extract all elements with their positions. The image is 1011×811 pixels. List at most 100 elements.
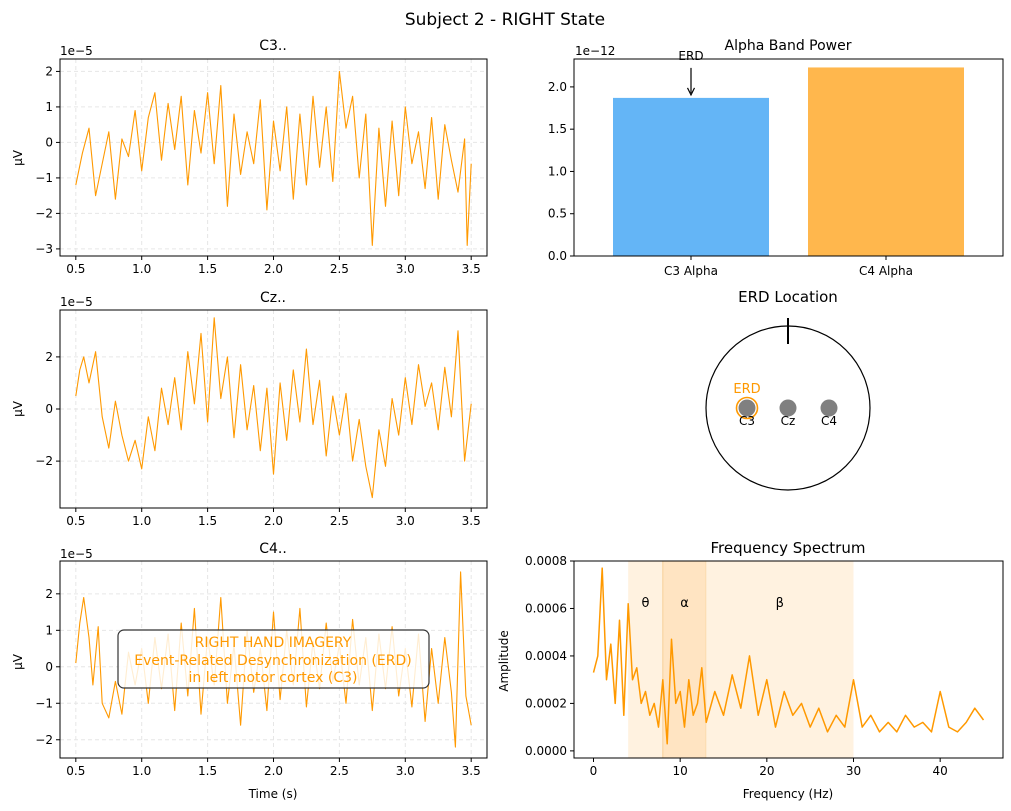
figure-title: Subject 2 - RIGHT State bbox=[405, 10, 605, 30]
spectrum-x-tick-label: 0 bbox=[590, 764, 598, 778]
alpha-offset-text: 1e−12 bbox=[575, 44, 615, 58]
c3-x-tick-label: 3.0 bbox=[396, 262, 415, 276]
c3-y-tick-label: 2 bbox=[45, 64, 53, 78]
cz-x-tick-label: 3.0 bbox=[396, 514, 415, 528]
electrode-cz bbox=[779, 399, 797, 417]
spectrum-x-axis-label: Frequency (Hz) bbox=[743, 787, 834, 801]
cz-offset-text: 1e−5 bbox=[60, 295, 93, 309]
alpha-bar-c4 bbox=[808, 67, 964, 257]
c3-plot-title: C3.. bbox=[259, 38, 287, 54]
spectrum-y-tick-label: 0.0008 bbox=[525, 554, 567, 568]
erd-location-head-map: ERD Location ERD C3 Cz C4 bbox=[705, 288, 871, 491]
c4-plot-title: C4.. bbox=[259, 541, 287, 557]
erd-location-title: ERD Location bbox=[738, 288, 838, 306]
c4-x-tick-label: 3.5 bbox=[462, 764, 481, 778]
frequency-spectrum-plot: Frequency Spectrum Frequency (Hz) Amplit… bbox=[497, 539, 1004, 801]
alpha-y-tick-label: 1.5 bbox=[548, 122, 567, 136]
c3-plot-area: 0.5 1.0 1.5 2.0 2.5 3.0 3.5 −3 −2 −1 0 1 2 bbox=[35, 58, 488, 276]
cz-y-tick-label: −2 bbox=[35, 454, 53, 468]
band-region-1 bbox=[662, 560, 707, 759]
alpha-axes-frame bbox=[573, 58, 1004, 257]
c3-x-tick-label: 3.5 bbox=[462, 262, 481, 276]
spectrum-line bbox=[592, 567, 985, 745]
electrode-label-c4: C4 bbox=[821, 414, 837, 428]
electrode-c4 bbox=[820, 399, 838, 417]
c4-axes-frame bbox=[59, 560, 488, 759]
band-label-2: β bbox=[776, 596, 784, 611]
erd-annotation-label: ERD bbox=[678, 49, 703, 63]
head-outline bbox=[705, 318, 871, 491]
c3-y-tick-label: −3 bbox=[35, 242, 53, 256]
c3-offset-text: 1e−5 bbox=[60, 44, 93, 58]
annotation-line-2: Event-Related Desynchronization (ERD) bbox=[134, 653, 411, 669]
cz-axes-frame bbox=[59, 309, 488, 509]
c3-y-tick-label: −1 bbox=[35, 171, 53, 185]
c4-x-tick-label: 2.5 bbox=[330, 764, 349, 778]
c4-y-tick-label: −1 bbox=[35, 696, 53, 710]
alpha-category-label: C3 Alpha bbox=[664, 264, 718, 278]
c4-y-tick-label: 0 bbox=[45, 660, 53, 674]
cz-x-tick-label: 3.5 bbox=[462, 514, 481, 528]
band-region-2 bbox=[706, 561, 854, 758]
c3-axes-frame bbox=[59, 58, 488, 257]
c3-signal-line bbox=[75, 70, 472, 246]
cz-x-tick-label: 1.0 bbox=[132, 514, 151, 528]
alpha-chart-title: Alpha Band Power bbox=[725, 38, 852, 54]
c4-x-tick-label: 0.5 bbox=[66, 764, 85, 778]
c3-x-tick-label: 2.0 bbox=[264, 262, 283, 276]
annotation-line-3: in left motor cortex (C3) bbox=[188, 670, 357, 686]
c3-x-tick-label: 2.5 bbox=[330, 262, 349, 276]
band-label-0: θ bbox=[642, 596, 650, 611]
c4-signal-plot: C4.. 1e−5 µV Time (s) 0.5 1.0 1.5 2.0 2.5 3.0… bbox=[11, 541, 488, 801]
cz-x-tick-label: 0.5 bbox=[66, 514, 85, 528]
annotation-line-1: RIGHT HAND IMAGERY bbox=[195, 635, 352, 651]
cz-x-tick-label: 2.5 bbox=[330, 514, 349, 528]
cz-x-tick-label: 1.5 bbox=[198, 514, 217, 528]
c4-y-tick-label: 1 bbox=[45, 623, 53, 637]
c3-y-tick-label: 0 bbox=[45, 135, 53, 149]
cz-plot-area: 0.5 1.0 1.5 2.0 2.5 3.0 3.5 −2 0 2 bbox=[35, 309, 488, 528]
c3-x-tick-label: 1.5 bbox=[198, 262, 217, 276]
cz-signal-plot: Cz.. 1e−5 µV 0.5 1.0 1.5 2.0 2.5 3.0 3.5 −2 0 2 bbox=[11, 290, 488, 528]
spectrum-axes-frame bbox=[573, 560, 1004, 759]
spectrum-y-tick-label: 0.0006 bbox=[525, 601, 567, 615]
c4-x-tick-label: 1.5 bbox=[198, 764, 217, 778]
c3-x-tick-label: 1.0 bbox=[132, 262, 151, 276]
electrode-label-cz: Cz bbox=[781, 414, 796, 428]
c4-y-tick-label: 2 bbox=[45, 587, 53, 601]
alpha-y-tick-label: 2.0 bbox=[548, 80, 567, 94]
alpha-y-tick-label: 0.0 bbox=[548, 249, 567, 263]
c4-offset-text: 1e−5 bbox=[60, 547, 93, 561]
cz-signal-line bbox=[75, 317, 472, 499]
cz-x-tick-label: 2.0 bbox=[264, 514, 283, 528]
c3-y-tick-label: −2 bbox=[35, 206, 53, 220]
c4-x-tick-label: 2.0 bbox=[264, 764, 283, 778]
spectrum-y-tick-label: 0.0004 bbox=[525, 649, 567, 663]
c4-y-tick-label: −2 bbox=[35, 733, 53, 747]
cz-y-tick-label: 0 bbox=[45, 402, 53, 416]
c3-y-axis-label: µV bbox=[11, 149, 25, 166]
spectrum-y-tick-label: 0.0002 bbox=[525, 696, 567, 710]
c4-y-axis-label: µV bbox=[11, 653, 25, 670]
spectrum-title: Frequency Spectrum bbox=[711, 539, 866, 557]
spectrum-x-tick-label: 10 bbox=[673, 764, 688, 778]
spectrum-x-tick-label: 30 bbox=[846, 764, 861, 778]
c3-x-tick-label: 0.5 bbox=[66, 262, 85, 276]
spectrum-x-tick-label: 40 bbox=[933, 764, 948, 778]
c3-y-tick-label: 1 bbox=[45, 100, 53, 114]
cz-y-tick-label: 2 bbox=[45, 350, 53, 364]
electrodes-group: ERD C3 Cz C4 bbox=[733, 382, 838, 428]
imagery-annotation-box: RIGHT HAND IMAGERY Event-Related Desynch… bbox=[117, 629, 430, 689]
erd-location-label: ERD bbox=[733, 382, 760, 397]
electrode-c3 bbox=[738, 399, 756, 417]
band-region-0 bbox=[628, 561, 663, 758]
cz-plot-title: Cz.. bbox=[260, 290, 286, 306]
spectrum-plot-area: θ α β 0 10 20 30 40 0.0000 0.0002 0.0004 0.0006 0.00… bbox=[525, 554, 1004, 778]
alpha-y-tick-label: 0.5 bbox=[548, 207, 567, 221]
erd-annotation-arrowhead bbox=[686, 87, 696, 97]
c4-x-tick-label: 3.0 bbox=[396, 764, 415, 778]
cz-y-axis-label: µV bbox=[11, 400, 25, 417]
alpha-y-tick-label: 1.0 bbox=[548, 164, 567, 178]
spectrum-y-tick-label: 0.0000 bbox=[525, 744, 567, 758]
